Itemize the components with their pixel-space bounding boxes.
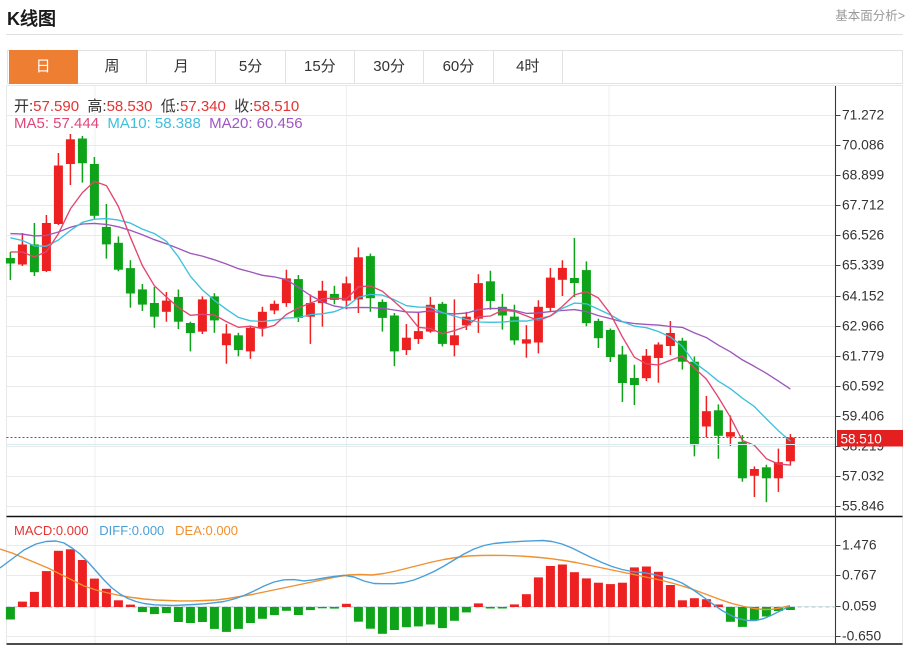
svg-text:70.086: 70.086 (842, 138, 885, 153)
svg-text:59.406: 59.406 (842, 409, 885, 424)
svg-text:61.779: 61.779 (842, 349, 885, 364)
svg-text:58.510: 58.510 (841, 432, 882, 447)
svg-text:62.966: 62.966 (842, 319, 885, 334)
svg-text:0.767: 0.767 (842, 568, 877, 583)
svg-text:67.712: 67.712 (842, 198, 884, 213)
svg-text:1.476: 1.476 (842, 538, 877, 553)
svg-text:64.152: 64.152 (842, 289, 884, 304)
svg-text:65.339: 65.339 (842, 258, 885, 273)
svg-text:71.272: 71.272 (842, 108, 884, 123)
svg-text:-0.650: -0.650 (842, 629, 881, 644)
svg-text:60.592: 60.592 (842, 379, 884, 394)
svg-text:0.059: 0.059 (842, 599, 877, 614)
svg-text:66.526: 66.526 (842, 228, 885, 243)
svg-text:68.899: 68.899 (842, 168, 885, 183)
svg-text:55.846: 55.846 (842, 499, 885, 514)
svg-text:57.032: 57.032 (842, 469, 884, 484)
